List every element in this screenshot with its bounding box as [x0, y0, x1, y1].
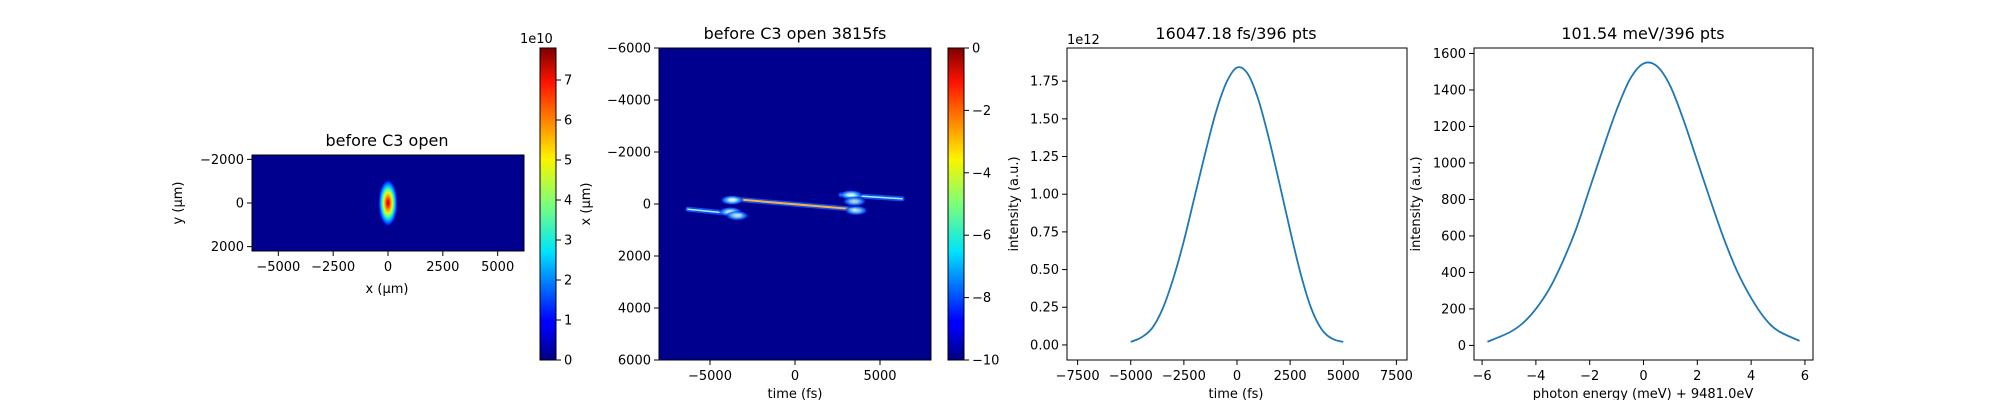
y-tick-label: 800 — [1441, 193, 1466, 208]
panel2-colorbar-frame — [947, 47, 965, 361]
x-tick-label: −2500 — [1162, 369, 1206, 384]
y-tick-label: 0 — [643, 198, 651, 213]
intensity-blob — [842, 196, 867, 207]
x-tick-label: −2 — [1580, 369, 1599, 384]
y-tick-label: 6000 — [618, 354, 651, 369]
panel3-ylabel: intensity (a.u.) — [1007, 156, 1022, 251]
intensity-blob — [720, 195, 745, 206]
time-lineout-panel: 16047.18 fs/396 pts 1e12 −7500 −5000 −2500… — [1007, 24, 1413, 400]
y-tick-label: 4000 — [618, 302, 651, 317]
colorbar-tick-label: 0 — [564, 354, 572, 369]
y-tick-label: 0.00 — [1030, 338, 1059, 353]
x-tick-label: 5000 — [863, 369, 896, 384]
panel3-offset-text: 1e12 — [1067, 33, 1100, 48]
y-tick-label: 400 — [1441, 266, 1466, 281]
x-tick-label: 0 — [791, 369, 799, 384]
x-tick-label: −7500 — [1056, 369, 1100, 384]
spectrum-lineout-panel: 101.54 meV/396 pts −6 −4 −2 0 2 4 6 0 200 400 600… — [1409, 24, 1814, 400]
panel3-title: 16047.18 fs/396 pts — [1155, 24, 1316, 43]
colorbar-tick-label: 5 — [564, 154, 572, 169]
panel4-xlabel: photon energy (meV) + 9481.0eV — [1533, 387, 1754, 400]
colorbar-tick-label: −10 — [972, 354, 999, 369]
panel2-title: before C3 open 3815fs — [704, 24, 887, 43]
colorbar-tick-label: 6 — [564, 114, 572, 129]
x-tick-label: 4 — [1747, 369, 1755, 384]
y-tick-label: 0.25 — [1030, 301, 1059, 316]
x-tick-label: 5000 — [481, 260, 514, 275]
colorbar-tick-label: 1 — [564, 314, 572, 329]
colorbar-tick-label: −2 — [972, 104, 991, 119]
panel2-colorbar — [948, 48, 964, 360]
panel4-ylabel: intensity (a.u.) — [1409, 156, 1424, 251]
x-tick-label: −4 — [1526, 369, 1545, 384]
colorbar-tick-label: −8 — [972, 291, 991, 306]
colorbar-tick-label: 0 — [972, 42, 980, 57]
y-tick-label: 2000 — [211, 240, 244, 255]
panel1-colorbar-frame — [539, 47, 557, 361]
panel1-xlabel: x (μm) — [366, 282, 409, 297]
time-profile-panel: before C3 open 3815fs −5000 0 5000 −6000 −4… — [579, 24, 999, 400]
x-tick-label: 2500 — [426, 260, 459, 275]
y-tick-label: 1400 — [1433, 83, 1466, 98]
y-tick-label: 1.50 — [1030, 112, 1059, 127]
y-tick-label: 0.50 — [1030, 263, 1059, 278]
y-tick-label: −6000 — [607, 42, 651, 57]
y-tick-label: 600 — [1441, 229, 1466, 244]
colorbar-tick-label: 4 — [564, 194, 572, 209]
x-tick-label: −5000 — [688, 369, 732, 384]
y-tick-label: 0 — [236, 197, 244, 212]
panel4-title: 101.54 meV/396 pts — [1561, 24, 1724, 43]
x-tick-label: 7500 — [1380, 369, 1413, 384]
x-tick-label: 0 — [1233, 369, 1241, 384]
panel2-ylabel: x (μm) — [579, 183, 594, 226]
panel2-xlabel: time (fs) — [768, 387, 823, 400]
panel3-xlabel: time (fs) — [1209, 387, 1264, 400]
panel1-ylabel: y (μm) — [171, 182, 186, 225]
y-tick-label: 200 — [1441, 302, 1466, 317]
x-tick-label: −5000 — [256, 260, 300, 275]
colorbar-tick-label: −4 — [972, 166, 991, 181]
x-tick-label: 2 — [1693, 369, 1701, 384]
x-tick-label: −5000 — [1109, 369, 1153, 384]
panel1-title: before C3 open — [326, 131, 449, 150]
panel3-frame — [1066, 47, 1408, 361]
y-tick-label: 1.00 — [1030, 188, 1059, 203]
y-tick-label: 1600 — [1433, 47, 1466, 62]
series-line — [1487, 61, 1800, 343]
y-tick-label: 1000 — [1433, 156, 1466, 171]
colorbar-tick-label: 2 — [564, 274, 572, 289]
y-tick-label: −4000 — [607, 94, 651, 109]
x-tick-label: −2500 — [311, 260, 355, 275]
beam-profile-panel: before C3 open −5000 −2500 0 2500 5000 −2000… — [171, 32, 572, 369]
series-line — [1130, 66, 1344, 343]
intensity-blob — [725, 210, 750, 221]
colorbar-tick-label: 7 — [564, 74, 572, 89]
x-tick-label: −6 — [1472, 369, 1491, 384]
y-tick-label: 0.75 — [1030, 225, 1059, 240]
y-tick-label: 2000 — [618, 250, 651, 265]
colorbar-tick-label: 3 — [564, 234, 572, 249]
y-tick-label: 1200 — [1433, 120, 1466, 135]
beam-spot — [378, 179, 398, 227]
y-tick-label: 0 — [1458, 339, 1466, 354]
x-tick-label: 6 — [1801, 369, 1809, 384]
x-tick-label: 2500 — [1274, 369, 1307, 384]
intensity-blob — [844, 205, 869, 216]
panel4-frame — [1473, 47, 1814, 361]
x-tick-label: 0 — [384, 260, 392, 275]
y-tick-label: −2000 — [200, 153, 244, 168]
panel1-colorbar — [540, 48, 556, 360]
x-tick-label: 0 — [1639, 369, 1647, 384]
panel1-colorbar-offset: 1e10 — [520, 32, 553, 47]
y-tick-label: 1.75 — [1030, 75, 1059, 90]
streak-core — [729, 197, 856, 211]
y-tick-label: −2000 — [607, 146, 651, 161]
x-tick-label: 5000 — [1327, 369, 1360, 384]
colorbar-tick-label: −6 — [972, 229, 991, 244]
y-tick-label: 1.25 — [1030, 150, 1059, 165]
